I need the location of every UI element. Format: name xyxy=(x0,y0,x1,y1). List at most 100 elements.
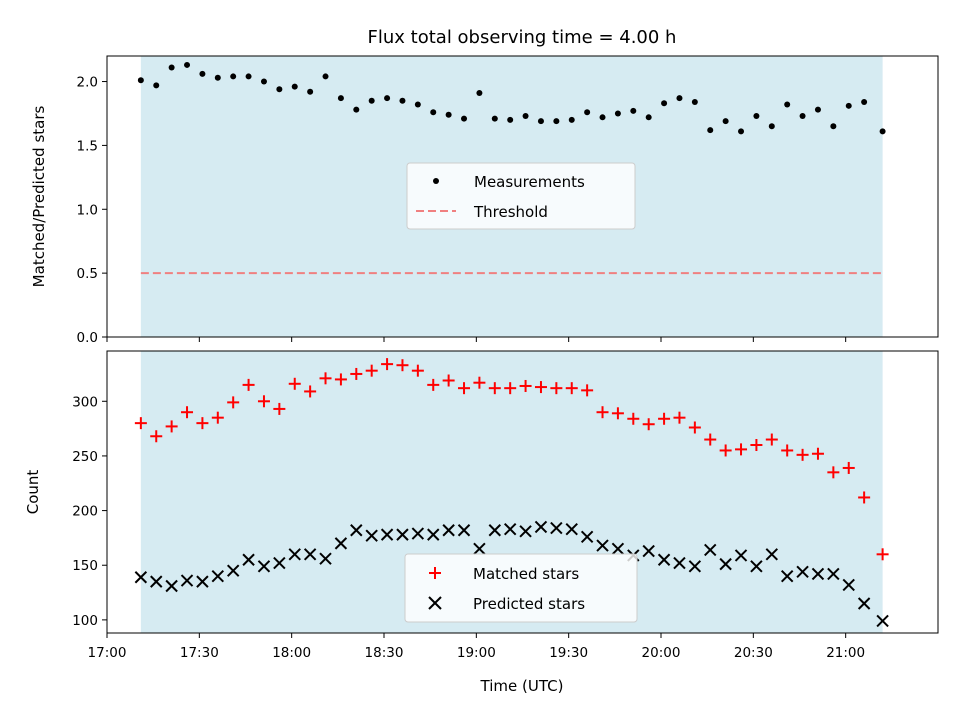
count-y-tick-label: 150 xyxy=(72,558,98,574)
predicted-star-point xyxy=(150,575,163,588)
predicted-star-point xyxy=(719,557,732,571)
matched-star-point xyxy=(611,407,624,420)
time-x-tick-label: 18:30 xyxy=(365,645,404,661)
matched-star-point xyxy=(288,377,301,390)
time-x-tick-label: 17:00 xyxy=(88,645,127,661)
predicted-star-point xyxy=(303,548,317,561)
matched-star-point xyxy=(319,372,332,385)
matched-star-point xyxy=(427,378,440,391)
predicted-star-point xyxy=(319,552,332,565)
predicted-star-point xyxy=(380,528,394,541)
time-x-tick-label: 21:00 xyxy=(826,645,865,661)
measurement-point xyxy=(522,113,529,120)
predicted-star-point xyxy=(876,614,889,628)
count-y-tick-label: 100 xyxy=(72,613,98,629)
measurement-point xyxy=(430,109,437,116)
predicted-star-point xyxy=(642,544,655,558)
predicted-star-point xyxy=(657,553,671,566)
predicted-star-point xyxy=(811,567,825,581)
matched-stars-legend-marker xyxy=(429,567,441,579)
measurement-point xyxy=(461,115,468,122)
matched-star-point xyxy=(181,406,194,419)
measurement-point xyxy=(830,123,837,130)
ratio-panel: 0.00.51.01.52.0 Matched/Predicted stars … xyxy=(30,55,939,346)
measurement-point xyxy=(184,61,191,68)
predicted-star-point xyxy=(704,543,717,557)
predicted-star-point xyxy=(365,529,378,542)
measurement-point xyxy=(799,113,806,120)
measurement-point xyxy=(153,82,160,89)
measurement-point xyxy=(784,101,791,108)
predicted-star-point xyxy=(673,556,686,570)
ratio-y-tick-label: 0.0 xyxy=(77,330,98,346)
predicted-star-point xyxy=(442,524,455,537)
matched-star-point xyxy=(735,443,748,456)
matched-star-point xyxy=(858,491,871,504)
matched-star-point xyxy=(534,381,547,394)
predicted-star-point xyxy=(211,569,225,583)
predicted-star-point xyxy=(196,575,209,588)
measurement-point xyxy=(168,64,175,71)
measurement-point xyxy=(879,128,886,135)
measurement-point xyxy=(845,102,852,109)
predicted-star-point xyxy=(534,520,548,534)
measurement-point xyxy=(260,78,267,85)
predicted-star-point xyxy=(334,537,348,550)
time-x-tick-label: 17:30 xyxy=(180,645,219,661)
measurement-point xyxy=(738,128,745,135)
ratio-legend-box xyxy=(406,162,636,230)
measurement-point xyxy=(214,74,221,81)
count-panel: 100 150 200 250 300 17:00 17:30 18:00 18:30 19:0… xyxy=(24,350,939,695)
count-y-tick-label: 300 xyxy=(72,394,98,410)
matched-star-point xyxy=(876,548,889,561)
matched-star-point xyxy=(642,418,655,431)
measurement-point xyxy=(630,107,637,114)
matched-star-point xyxy=(781,444,794,457)
measurement-point xyxy=(291,83,298,90)
measurement-point xyxy=(230,73,237,80)
matched-star-point xyxy=(442,374,455,387)
measurement-point xyxy=(491,115,498,122)
measurement-point xyxy=(137,77,144,84)
predicted-stars-legend-label: Predicted stars xyxy=(473,595,585,613)
measurement-point xyxy=(753,113,760,120)
measurement-point xyxy=(353,106,360,113)
measurement-point xyxy=(384,95,391,102)
predicted-star-point xyxy=(765,548,779,561)
chart-title: Flux total observing time = 4.00 h xyxy=(368,27,677,48)
predicted-star-point xyxy=(565,522,578,536)
measurement-point xyxy=(368,97,375,104)
measurement-point xyxy=(861,98,868,105)
matched-star-point xyxy=(304,385,317,398)
predicted-star-point xyxy=(596,539,609,552)
measurement-point xyxy=(568,116,575,123)
measurement-point xyxy=(537,118,544,125)
predicted-star-point xyxy=(288,548,301,561)
matched-star-point xyxy=(381,358,394,371)
predicted-star-point xyxy=(734,549,748,562)
matched-star-point xyxy=(550,382,563,395)
predicted-star-point xyxy=(688,560,702,573)
matched-star-point xyxy=(396,359,409,372)
matched-star-point xyxy=(596,406,609,419)
matched-star-point xyxy=(211,411,224,424)
ratio-y-axis: 0.0 0.5 1.0 1.5 2.0 xyxy=(77,75,107,346)
count-y-axis: 100 150 200 250 300 xyxy=(72,394,107,629)
matched-star-point xyxy=(504,382,517,395)
predicted-star-point xyxy=(827,567,840,581)
predicted-star-point xyxy=(180,574,194,587)
matched-star-point xyxy=(458,382,471,395)
matched-star-point xyxy=(334,373,347,386)
matched-star-point xyxy=(719,444,732,457)
ratio-y-tick-label: 1.5 xyxy=(77,138,98,154)
measurement-point xyxy=(691,98,698,105)
measurements-legend-marker xyxy=(433,178,439,184)
time-x-tick-label: 20:30 xyxy=(734,645,773,661)
ratio-legend: Measurements Threshold xyxy=(406,162,636,230)
matched-star-point xyxy=(827,466,840,479)
matched-star-point xyxy=(796,448,809,461)
matched-star-point xyxy=(411,364,424,377)
matched-star-point xyxy=(196,417,209,430)
predicted-star-point xyxy=(796,565,809,578)
count-y-tick-label: 200 xyxy=(72,504,98,520)
